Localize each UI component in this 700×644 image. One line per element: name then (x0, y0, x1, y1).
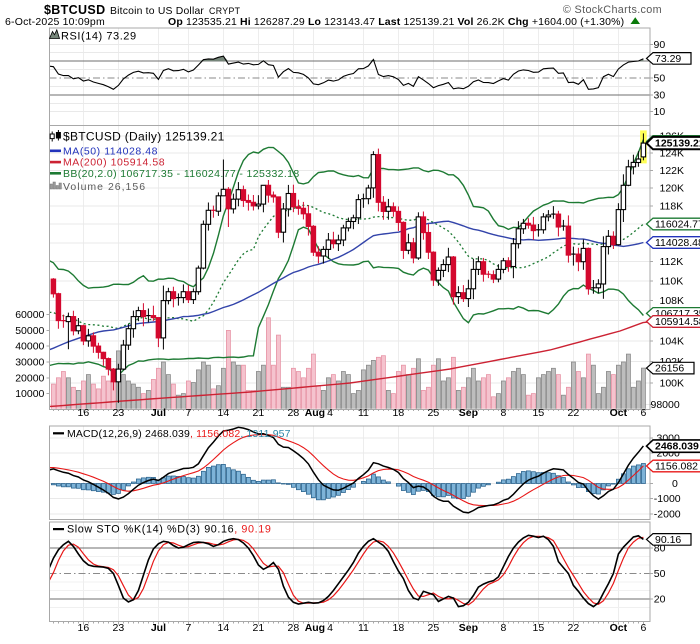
svg-text:122K: 122K (660, 165, 685, 177)
svg-text:110K: 110K (660, 276, 684, 288)
svg-text:CRYPT: CRYPT (209, 6, 241, 16)
svg-text:8: 8 (500, 407, 506, 419)
svg-text:MA(50) 114028.48: MA(50) 114028.48 (63, 145, 158, 157)
svg-text:98000: 98000 (651, 399, 680, 411)
svg-text:22: 22 (568, 622, 580, 634)
svg-text:10: 10 (654, 106, 666, 118)
svg-text:-2000: -2000 (654, 508, 681, 520)
svg-text:Jul: Jul (151, 407, 166, 419)
svg-text:Volume 26,156: Volume 26,156 (63, 181, 146, 193)
svg-text:2468.039: 2468.039 (655, 441, 699, 453)
svg-text:4: 4 (327, 622, 333, 634)
svg-text:105914.58: 105914.58 (655, 316, 700, 328)
svg-text:MA(200) 105914.58: MA(200) 105914.58 (63, 157, 165, 169)
svg-text:25: 25 (428, 622, 440, 634)
svg-text:Oct: Oct (610, 622, 628, 634)
svg-text:23: 23 (113, 407, 125, 419)
svg-text:7: 7 (185, 407, 191, 419)
svg-text:MACD(12,26,9) 2468.039, 1156.0: MACD(12,26,9) 2468.039, 1156.082, 1311.9… (67, 428, 291, 440)
svg-text:30000: 30000 (15, 357, 44, 369)
svg-text:50: 50 (654, 568, 666, 580)
svg-text:124K: 124K (660, 147, 685, 159)
svg-text:100K: 100K (660, 377, 685, 389)
svg-text:16: 16 (78, 622, 90, 634)
svg-text:RSI(14) 73.29: RSI(14) 73.29 (61, 30, 137, 42)
svg-text:30: 30 (654, 89, 666, 101)
svg-text:22: 22 (568, 407, 580, 419)
svg-text:112K: 112K (660, 256, 684, 268)
svg-text:$BTCUSD: $BTCUSD (44, 3, 105, 17)
svg-text:16: 16 (78, 407, 90, 419)
svg-text:8: 8 (500, 622, 506, 634)
svg-text:20000: 20000 (15, 372, 44, 384)
svg-text:18: 18 (393, 407, 405, 419)
svg-text:Sep: Sep (459, 407, 478, 419)
svg-text:4: 4 (327, 407, 333, 419)
svg-text:26156: 26156 (655, 363, 684, 375)
svg-text:Slow STO %K(14) %D(3) 90.16, 9: Slow STO %K(14) %D(3) 90.16, 90.19 (67, 524, 271, 536)
svg-text:21: 21 (253, 407, 265, 419)
svg-text:50000: 50000 (15, 325, 44, 337)
svg-text:$BTCUSD (Daily) 125139.21: $BTCUSD (Daily) 125139.21 (63, 130, 225, 144)
svg-text:125139.21: 125139.21 (655, 138, 700, 150)
svg-text:11: 11 (358, 622, 369, 634)
svg-text:6-Oct-2025 10:09pm: 6-Oct-2025 10:09pm (5, 16, 105, 28)
svg-text:80: 80 (654, 543, 666, 555)
svg-text:6: 6 (640, 622, 646, 634)
svg-text:10000: 10000 (15, 388, 44, 400)
svg-text:50: 50 (654, 73, 666, 85)
svg-text:116024.77: 116024.77 (655, 219, 700, 231)
svg-text:114028.48: 114028.48 (655, 237, 700, 249)
svg-text:Op 123535.21 Hi 126287.29 Lo 1: Op 123535.21 Hi 126287.29 Lo 123143.47 L… (168, 16, 624, 28)
svg-text:108K: 108K (660, 295, 685, 307)
svg-text:28: 28 (288, 622, 300, 634)
svg-text:Sep: Sep (459, 622, 478, 634)
svg-text:20: 20 (654, 593, 666, 605)
svg-text:11: 11 (358, 407, 369, 419)
svg-text:18: 18 (393, 622, 405, 634)
svg-text:15: 15 (533, 407, 545, 419)
svg-text:90.16: 90.16 (655, 534, 681, 546)
svg-text:© StockCharts.com: © StockCharts.com (563, 4, 662, 16)
svg-text:25: 25 (428, 407, 440, 419)
svg-text:1156.082: 1156.082 (655, 461, 698, 473)
svg-text:28: 28 (288, 407, 300, 419)
svg-text:7: 7 (185, 622, 191, 634)
svg-text:Jul: Jul (151, 622, 166, 634)
svg-text:Aug: Aug (305, 622, 325, 634)
svg-text:Oct: Oct (610, 407, 628, 419)
svg-text:BB(20,2.0) 106717.35 - 116024.: BB(20,2.0) 106717.35 - 116024.77 - 12533… (63, 168, 300, 180)
svg-text:15: 15 (533, 622, 545, 634)
svg-text:21: 21 (253, 622, 265, 634)
svg-text:90: 90 (654, 39, 666, 51)
svg-text:23: 23 (113, 622, 125, 634)
svg-text:60000: 60000 (15, 309, 44, 321)
svg-text:Bitcoin to US Dollar: Bitcoin to US Dollar (110, 6, 204, 17)
svg-text:0: 0 (672, 478, 678, 490)
svg-text:6: 6 (640, 407, 646, 419)
svg-text:73.29: 73.29 (655, 53, 681, 65)
svg-text:Aug: Aug (305, 407, 325, 419)
svg-text:120K: 120K (660, 183, 685, 195)
svg-text:40000: 40000 (15, 341, 44, 353)
svg-text:104K: 104K (660, 336, 685, 348)
svg-text:14: 14 (218, 407, 230, 419)
svg-text:14: 14 (218, 622, 230, 634)
svg-text:-1000: -1000 (654, 493, 681, 505)
svg-text:118K: 118K (660, 200, 684, 212)
